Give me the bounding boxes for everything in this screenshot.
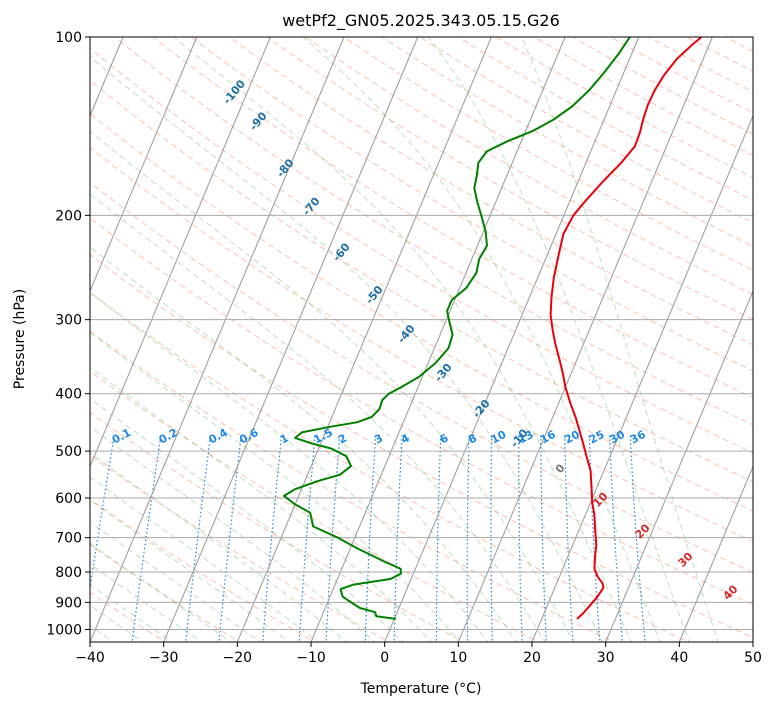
dry-adiabat [266, 37, 753, 321]
mixing-ratio-line [325, 435, 341, 642]
moist-adiabat [90, 130, 575, 642]
mixing-ratio-label: 10 [489, 428, 509, 447]
dry-adiabat [90, 79, 753, 483]
x-tick-label: −20 [223, 650, 253, 666]
moist-adiabat [172, 37, 632, 642]
x-tick-label: 0 [380, 650, 389, 666]
x-tick-label: −30 [149, 650, 179, 666]
y-tick-label: 300 [55, 313, 82, 329]
y-tick-label: 100 [55, 30, 82, 46]
y-tick-label: 1000 [46, 622, 82, 638]
y-tick-label: 500 [55, 444, 82, 460]
moist-adiabat [90, 56, 603, 642]
dry-adiabat [151, 37, 753, 399]
dry-adiabat [90, 146, 753, 542]
y-axis-label: Pressure (hPa) [12, 289, 28, 389]
x-tick-label: −40 [75, 650, 105, 666]
mixing-ratio-line [185, 435, 212, 642]
mixing-ratio-label: 13 [516, 428, 536, 447]
mixing-ratio-line [609, 435, 624, 642]
isotherm [605, 289, 753, 642]
moist-adiabat [90, 193, 546, 642]
dry-adiabat [90, 454, 391, 642]
isotherm [384, 37, 640, 642]
x-tick-label: 30 [597, 650, 615, 666]
y-tick-label: 700 [55, 531, 82, 547]
mixing-ratio-line [466, 435, 470, 642]
dry-adiabat [304, 37, 753, 296]
x-axis-label: Temperature (°C) [360, 681, 482, 697]
mixing-ratio-line [131, 435, 162, 642]
mixing-ratio-label: 25 [587, 428, 607, 447]
x-tick-label: 40 [670, 650, 688, 666]
mixing-ratio-line [564, 435, 574, 642]
isotherm [90, 37, 271, 468]
x-tick-label: 20 [523, 650, 541, 666]
dry-adiabat [113, 37, 753, 426]
mixing-ratio-line [218, 435, 242, 642]
mixing-ratio-line [629, 435, 646, 642]
x-tick-label: 10 [449, 650, 467, 666]
mixing-ratio-line [490, 435, 493, 642]
dewpoint-profile-line [283, 37, 631, 620]
chart-title: wetPf2_GN05.2025.343.05.15.G26 [282, 11, 560, 31]
isotherm [236, 37, 492, 642]
mixing-ratio-label: 30 [607, 428, 627, 447]
mixing-ratio-line [364, 435, 377, 642]
moist-adiabat [90, 452, 348, 642]
isotherm [678, 465, 753, 642]
mixing-ratio-label: 36 [628, 428, 648, 447]
isotherm [310, 37, 566, 642]
isotherm [163, 37, 419, 642]
y-tick-label: 200 [55, 208, 82, 224]
dry-adiabat [90, 112, 753, 512]
isotherm [457, 37, 713, 642]
temperature-profile-line [549, 37, 703, 620]
y-tick-label: 900 [55, 595, 82, 611]
isotherm [90, 37, 345, 642]
y-tick-label: 600 [55, 491, 82, 507]
x-tick-label: −10 [296, 650, 326, 666]
mixing-ratio-label: 20 [562, 428, 582, 447]
mixing-ratio-line [262, 435, 283, 642]
mixing-ratio-line [90, 435, 115, 592]
isotherm [531, 114, 753, 642]
plot-frame [89, 36, 754, 643]
mixing-ratio-line [435, 435, 442, 642]
isotherm [90, 37, 198, 293]
y-tick-label: 800 [55, 565, 82, 581]
dry-adiabat [90, 181, 753, 574]
dry-adiabat [90, 291, 690, 642]
dry-adiabat [90, 411, 466, 642]
mixing-ratio-line [540, 435, 547, 642]
y-tick-label: 400 [55, 387, 82, 403]
mixing-ratio-line [518, 435, 523, 642]
x-tick-label: 50 [744, 650, 762, 666]
mixing-ratio-label: 16 [538, 428, 558, 447]
